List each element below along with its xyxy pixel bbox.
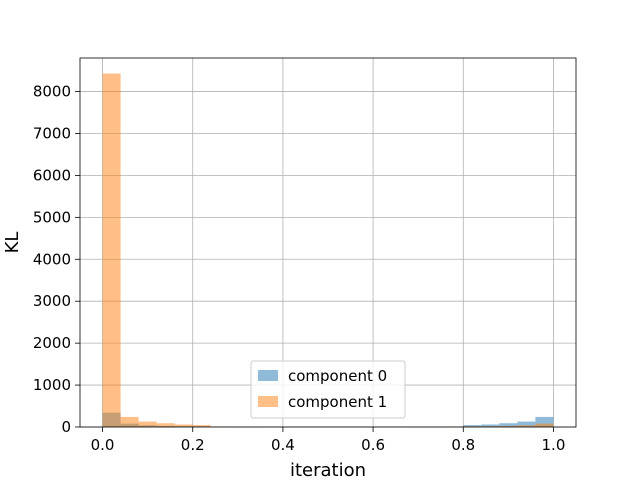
- y-tick-label-5: 5000: [33, 208, 71, 226]
- bar-series-1-bin-1: [120, 416, 139, 427]
- y-tick-label-1: 1000: [33, 376, 71, 394]
- y-tick-label-6: 6000: [33, 166, 71, 184]
- y-axis-label: KL: [2, 232, 23, 254]
- y-tick-label-4: 4000: [33, 250, 71, 268]
- legend-swatch-component-1: [258, 396, 278, 407]
- bar-series-0-bin-22: [499, 423, 518, 427]
- bar-series-1-bin-4: [174, 424, 193, 427]
- bar-series-1-bin-3: [156, 423, 175, 427]
- x-tick-label-2: 0.4: [271, 436, 295, 454]
- grid: [80, 58, 576, 428]
- legend: component 0 component 1: [250, 360, 406, 419]
- legend-box: [250, 360, 406, 419]
- legend-label-component-1: component 1: [288, 393, 387, 411]
- bar-series-1-bin-24: [535, 423, 554, 427]
- y-tick-label-8: 8000: [33, 83, 71, 101]
- x-tick-label-5: 1.0: [542, 436, 566, 454]
- x-axis-label: iteration: [290, 460, 366, 480]
- bar-series-1-bin-0: [102, 73, 121, 427]
- x-tick-label-0: 0.0: [91, 436, 115, 454]
- y-tick-label-0: 0: [61, 418, 71, 436]
- bar-series-1-bin-2: [138, 421, 157, 427]
- legend-swatch-component-0: [258, 370, 278, 381]
- y-axis-ticks: 0 1000 2000 3000 4000 5000 6000 7000 8000: [33, 83, 80, 436]
- x-tick-label-3: 0.6: [361, 436, 385, 454]
- bar-series-0-bin-23: [517, 421, 536, 427]
- bar-series-1-bin-23: [517, 425, 536, 427]
- plot-frame: [79, 57, 577, 428]
- x-tick-label-1: 0.2: [181, 436, 205, 454]
- y-tick-label-2: 2000: [33, 334, 71, 352]
- bar-series-0-bin-21: [481, 424, 500, 427]
- bar-series-1-bin-5: [192, 425, 211, 427]
- bar-series-0-bin-24: [535, 416, 554, 427]
- legend-label-component-0: component 0: [288, 367, 387, 385]
- bar-series-1-bin-22: [499, 425, 518, 427]
- y-tick-label-3: 3000: [33, 292, 71, 310]
- x-tick-label-4: 0.8: [451, 436, 475, 454]
- y-tick-label-7: 7000: [33, 124, 71, 142]
- bar-series-0-bin-20: [463, 425, 482, 427]
- x-axis-ticks: 0.0 0.2 0.4 0.6 0.8 1.0: [91, 427, 566, 454]
